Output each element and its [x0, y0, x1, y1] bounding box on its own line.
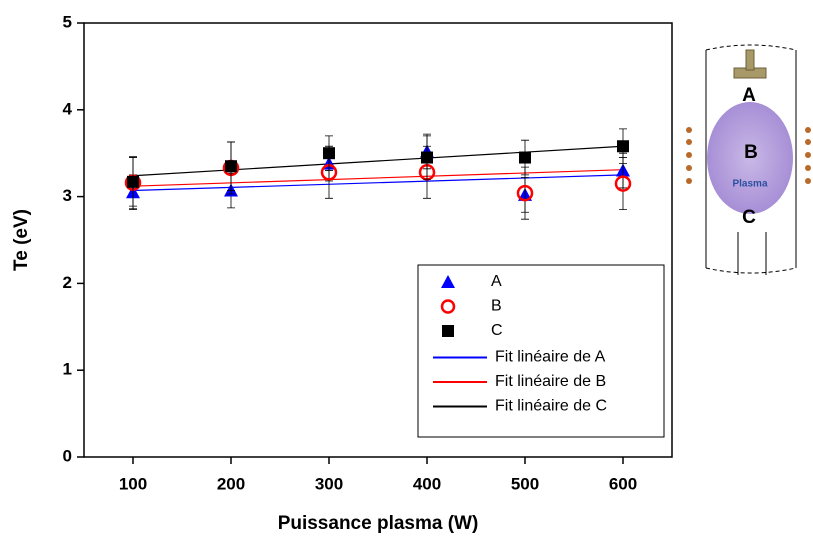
marker-square [323, 147, 335, 160]
legend-label: Fit linéaire de A [495, 349, 606, 366]
plot-frame [83, 22, 673, 458]
y-axis-title: Te (eV) [11, 209, 32, 271]
y-tick-label: 2 [63, 273, 72, 292]
inset-label: Plasma [732, 179, 767, 190]
legend-label: C [491, 322, 503, 339]
legend-marker [442, 325, 454, 337]
legend-label: A [491, 273, 502, 290]
marker-circle [516, 184, 534, 202]
legend-label: Fit linéaire de B [495, 373, 606, 390]
fit-line [132, 174, 624, 192]
error-bar [619, 157, 627, 211]
y-tick-label: 3 [63, 186, 72, 205]
y-tick-label: 1 [63, 360, 72, 379]
fit-line [132, 169, 624, 187]
x-axis-title: Puissance plasma (W) [278, 513, 479, 534]
marker-circle [614, 175, 632, 192]
legend-label: B [491, 298, 502, 315]
x-tick-label: 100 [119, 474, 147, 493]
x-tick-label: 500 [511, 474, 539, 493]
inset-label: A [742, 85, 756, 106]
legend-label: Fit linéaire de C [495, 398, 607, 415]
y-tick-label: 4 [63, 99, 73, 118]
y-tick-label: 5 [63, 12, 72, 31]
inset: A B Plasma C [686, 44, 811, 275]
legend-marker [441, 275, 455, 288]
marker-square [617, 140, 629, 153]
x-tick-label: 400 [413, 474, 441, 493]
marker-square [225, 160, 237, 173]
fit-line [132, 145, 624, 177]
legend-box [417, 264, 665, 438]
inset-label: B [744, 142, 758, 163]
x-tick-label: 600 [609, 474, 637, 493]
marker-square [421, 151, 433, 164]
marker-square [127, 175, 139, 188]
x-tick-label: 300 [315, 474, 343, 493]
marker-square [519, 151, 531, 164]
x-tick-label: 200 [217, 474, 245, 493]
y-tick-label: 0 [63, 446, 72, 465]
inset-label: C [742, 207, 756, 228]
legend-marker [440, 299, 456, 314]
